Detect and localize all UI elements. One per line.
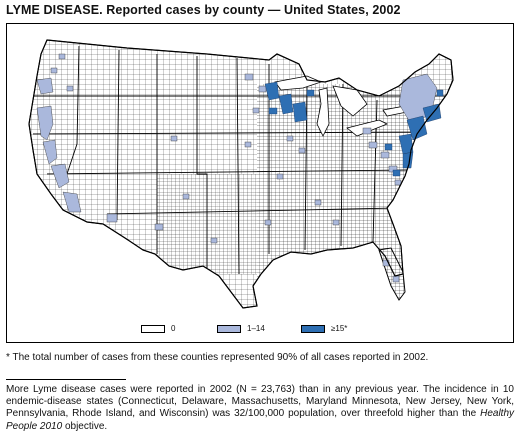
divider-rule <box>6 379 126 380</box>
legend-swatch-high <box>301 324 325 333</box>
us-county-map <box>28 39 454 309</box>
map-legend: 0 1–14 ≥15* <box>7 324 513 338</box>
summary-text-end: objective. <box>62 420 108 432</box>
legend-swatch-low <box>217 324 241 333</box>
legend-item-high: ≥15* <box>301 324 347 333</box>
summary-text: More Lyme disease cases were reported in… <box>6 384 514 420</box>
legend-label-high: ≥15* <box>331 324 348 333</box>
great-lakes <box>274 75 408 137</box>
counties-15-plus <box>264 81 444 177</box>
legend-label-low: 1–14 <box>247 324 265 333</box>
summary-paragraph: More Lyme disease cases were reported in… <box>6 384 514 433</box>
summary-objective-name: Healthy People 2010 <box>6 408 514 432</box>
footnote: * The total number of cases from these c… <box>6 352 429 363</box>
legend-swatch-zero <box>141 324 165 333</box>
legend-label-zero: 0 <box>171 324 176 333</box>
map-panel: 0 1–14 ≥15* <box>6 23 514 343</box>
legend-item-zero: 0 <box>141 324 175 333</box>
land-mass <box>28 39 454 309</box>
legend-item-low: 1–14 <box>217 324 265 333</box>
map-title: LYME DISEASE. Reported cases by county —… <box>6 3 401 17</box>
